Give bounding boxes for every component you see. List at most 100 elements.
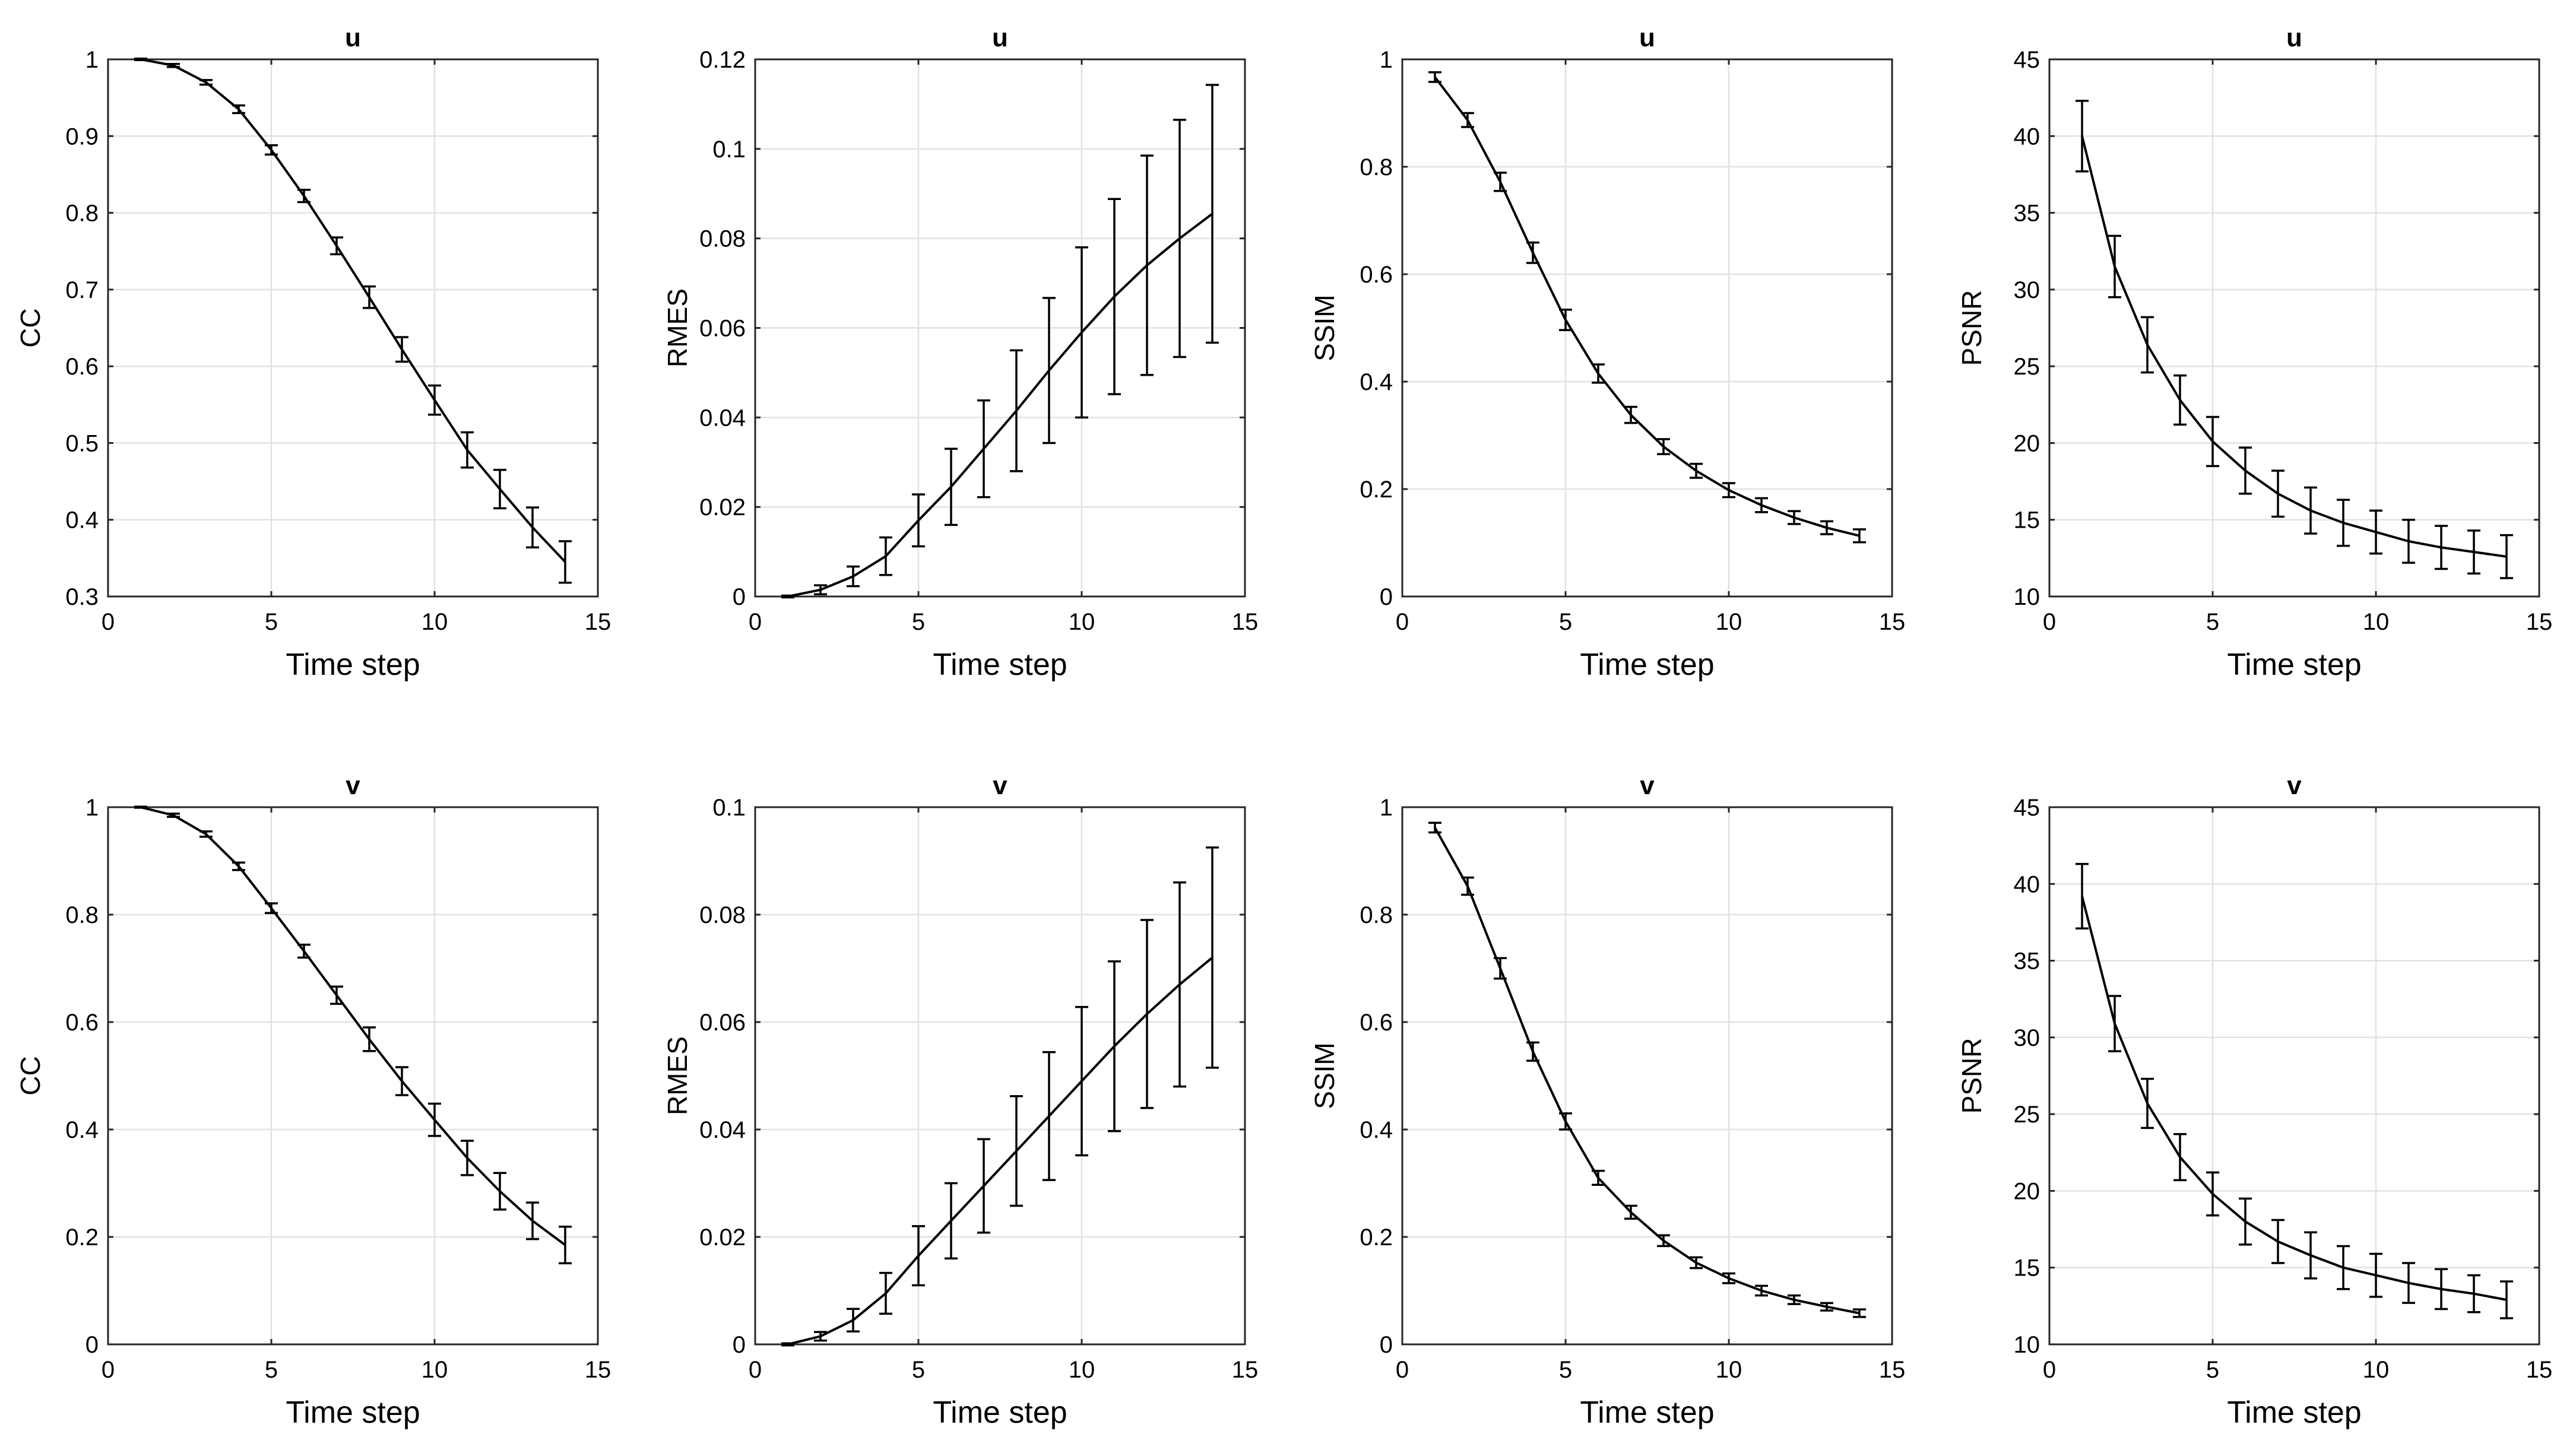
error-bar xyxy=(2206,1171,2219,1217)
y-tick-label: 0.6 xyxy=(1360,262,1393,288)
subplot-title: v xyxy=(346,771,360,800)
error-bar xyxy=(2500,534,2513,579)
y-tick-label: 0.4 xyxy=(1360,369,1393,395)
error-bar xyxy=(2173,1133,2187,1182)
y-tick-label: 0 xyxy=(1380,1332,1393,1358)
y-tick-label: 20 xyxy=(2014,430,2040,456)
x-tick-label: 10 xyxy=(1069,609,1095,635)
series-line xyxy=(787,212,1213,598)
x-axis-label: Time step xyxy=(286,648,420,682)
error-bar xyxy=(526,506,539,549)
error-bar xyxy=(2239,1197,2252,1246)
y-axis-label: SSIM xyxy=(1309,294,1340,361)
error-bar xyxy=(428,384,441,416)
error-bar xyxy=(526,1201,539,1240)
x-tick-label: 10 xyxy=(422,1357,448,1383)
error-bar xyxy=(297,943,310,959)
x-axis-label: Time step xyxy=(933,648,1067,682)
error-bar xyxy=(2402,1262,2415,1304)
subplot-title: u xyxy=(1639,23,1655,52)
y-axis-label: PSNR xyxy=(1956,290,1987,366)
x-tick-label: 10 xyxy=(1716,1357,1742,1383)
error-bar xyxy=(781,594,794,599)
error-bar xyxy=(1428,71,1441,83)
error-bar xyxy=(781,1342,794,1347)
error-bar xyxy=(814,1331,827,1342)
error-bar xyxy=(814,584,827,595)
error-bar xyxy=(199,830,213,838)
error-bar xyxy=(395,1066,408,1096)
error-bar xyxy=(493,468,506,510)
error-bar xyxy=(461,1140,474,1176)
subplot-5: 0 5 10 15 0 0.2 0.4 0.6 0.8 1 v Time step CC xyxy=(15,771,611,1430)
y-tick-label: 0.8 xyxy=(1360,154,1393,180)
error-bar xyxy=(1108,198,1121,395)
error-bar xyxy=(1722,482,1735,499)
series-line xyxy=(1434,76,1860,537)
error-bar xyxy=(1624,1204,1637,1220)
y-tick-label: 0.3 xyxy=(65,584,99,610)
error-bar xyxy=(1140,919,1154,1109)
y-tick-label: 0 xyxy=(733,1332,746,1358)
y-tick-label: 1 xyxy=(85,47,99,73)
error-bar xyxy=(2271,1219,2285,1264)
error-bar xyxy=(1788,1294,1801,1305)
error-bar xyxy=(2141,316,2154,374)
error-bar xyxy=(363,285,376,309)
x-tick-label: 10 xyxy=(422,609,448,635)
y-tick-label: 0.06 xyxy=(699,316,746,342)
error-bar xyxy=(2500,1280,2513,1319)
y-tick-label: 0.4 xyxy=(65,1117,99,1143)
subplot-title: u xyxy=(345,23,361,52)
x-tick-label: 15 xyxy=(2526,609,2553,635)
x-tick-label: 10 xyxy=(2363,1357,2390,1383)
y-tick-label: 0 xyxy=(85,1332,99,1358)
error-bar xyxy=(297,189,310,204)
series-line xyxy=(140,806,566,1246)
y-axis-label: CC xyxy=(15,1056,46,1095)
error-bar xyxy=(1494,957,1507,980)
y-tick-label: 0.6 xyxy=(1360,1010,1393,1036)
error-bar xyxy=(330,236,343,256)
x-tick-label: 5 xyxy=(912,609,925,635)
error-bar xyxy=(1526,241,1539,264)
subplot-4: 0 5 10 15 10 15 20 25 30 35 40 45 u Time step PSNR xyxy=(1956,23,2552,682)
y-tick-label: 0.04 xyxy=(699,405,746,431)
series-line xyxy=(1434,827,1860,1315)
y-tick-label: 0.2 xyxy=(1360,1224,1393,1251)
error-bar xyxy=(1755,497,1768,513)
error-bar xyxy=(879,1271,892,1315)
y-tick-label: 0 xyxy=(1380,584,1393,610)
x-tick-label: 15 xyxy=(585,609,611,635)
error-bar xyxy=(2402,518,2415,564)
x-tick-label: 5 xyxy=(2206,1357,2219,1383)
y-tick-label: 0 xyxy=(733,584,746,610)
x-tick-label: 0 xyxy=(749,609,762,635)
subplot-title: v xyxy=(1640,771,1655,800)
x-tick-label: 0 xyxy=(102,609,115,635)
error-bar xyxy=(428,1102,441,1137)
y-tick-label: 0.4 xyxy=(65,507,99,534)
error-bar xyxy=(1755,1284,1768,1297)
error-bar xyxy=(1206,84,1219,344)
x-axis-label: Time step xyxy=(1580,1395,1714,1430)
error-bar xyxy=(1173,881,1186,1088)
y-tick-label: 35 xyxy=(2014,948,2040,975)
y-tick-label: 30 xyxy=(2014,277,2040,303)
x-tick-label: 10 xyxy=(1716,609,1742,635)
y-tick-label: 35 xyxy=(2014,201,2040,227)
x-tick-label: 0 xyxy=(1396,1357,1409,1383)
error-bar xyxy=(2304,486,2317,535)
y-tick-label: 0.7 xyxy=(65,277,99,303)
error-bar xyxy=(2076,862,2089,930)
error-bar xyxy=(1690,1256,1703,1270)
error-bar xyxy=(1820,520,1833,535)
x-tick-label: 5 xyxy=(1559,1357,1572,1383)
y-tick-label: 0.06 xyxy=(699,1010,746,1036)
error-bar xyxy=(2467,529,2480,575)
error-bar xyxy=(330,985,343,1005)
y-tick-label: 0.9 xyxy=(65,123,99,150)
y-tick-label: 0.12 xyxy=(699,47,746,73)
error-bar xyxy=(1526,1041,1539,1062)
error-bar xyxy=(1853,528,1866,544)
